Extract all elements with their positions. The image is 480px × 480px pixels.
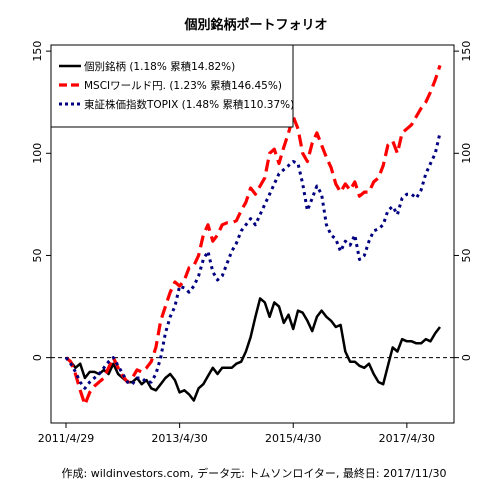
legend-label: 東証株価指数TOPIX (1.48% 累積110.37%) (84, 98, 294, 111)
y-tick-label-right: 0 (460, 354, 473, 361)
legend: 個別銘柄 (1.18% 累積14.82%) MSCIワールド円. (1.23% 累… (50, 44, 294, 128)
y-tick-label-left: 100 (31, 143, 44, 164)
series-line-1 (65, 297, 441, 402)
y-tick-label-right: 100 (460, 143, 473, 164)
y-tick-label-right: 150 (460, 41, 473, 62)
y-tick-label-left: 50 (31, 248, 44, 262)
chart-footer: 作成: wildinvestors.com, データ元: トムソンロイター, 最… (62, 466, 447, 480)
y-tick-label-left: 150 (31, 41, 44, 62)
x-tick-label: 2015/4/30 (265, 432, 321, 445)
x-tick-label: 2017/4/30 (379, 432, 435, 445)
legend-box (50, 44, 294, 128)
legend-label: MSCIワールド円. (1.23% 累積146.45%) (84, 79, 282, 92)
x-tick-label: 2011/4/29 (38, 432, 94, 445)
legend-label: 個別銘柄 (1.18% 累積14.82%) (84, 60, 235, 73)
x-tick-label: 2013/4/30 (151, 432, 207, 445)
chart-title: 個別銘柄ポートフォリオ (183, 17, 327, 33)
y-tick-label-right: 50 (460, 248, 473, 262)
chart-marks: 0 0 50 50 100 100 150 150 2011/4/29 2013/4/30 2015… (31, 41, 473, 445)
y-tick-label-left: 0 (31, 354, 44, 361)
series-line-3 (64, 132, 442, 390)
